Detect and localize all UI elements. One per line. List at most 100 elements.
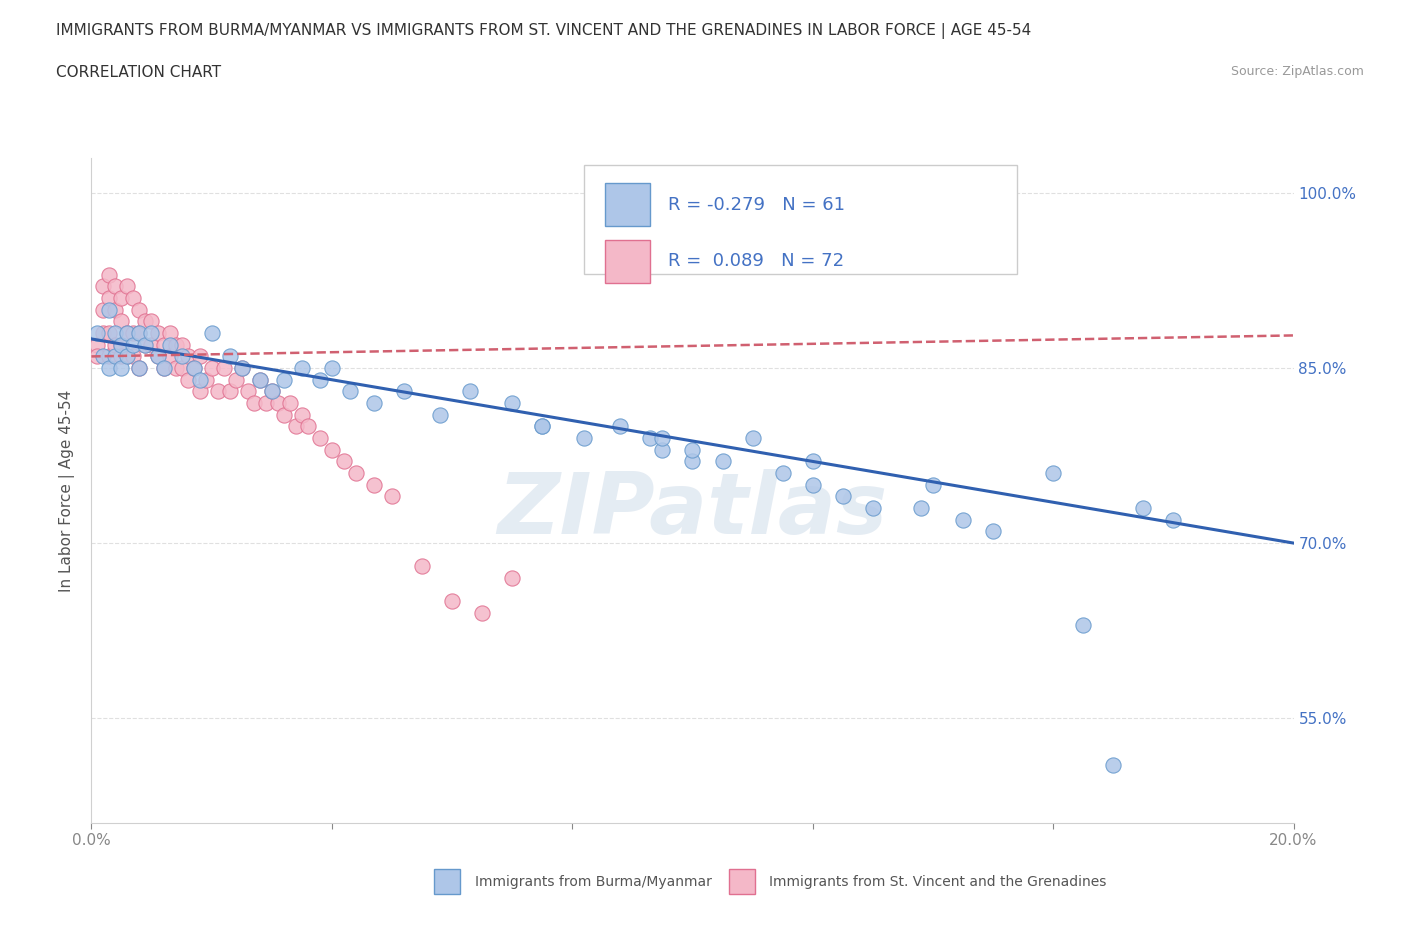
Point (152, 361, 174, 376)
Point (201, 326, 224, 340)
Point (291, 361, 314, 376)
Point (188, 372, 211, 387)
Point (117, 349, 139, 364)
Point (110, 338, 132, 352)
Point (681, 454, 703, 469)
Point (308, 372, 330, 387)
Point (501, 395, 523, 410)
Point (93, 349, 115, 364)
Point (201, 361, 224, 376)
Point (141, 326, 163, 340)
FancyBboxPatch shape (728, 869, 755, 895)
Point (291, 407, 314, 422)
Point (188, 384, 211, 399)
Point (141, 338, 163, 352)
Point (152, 338, 174, 352)
FancyBboxPatch shape (434, 869, 460, 895)
Point (110, 291, 132, 306)
Point (194, 372, 217, 387)
Point (231, 361, 253, 376)
Point (104, 338, 127, 352)
Point (176, 372, 198, 387)
FancyBboxPatch shape (605, 240, 651, 283)
Text: R =  0.089   N = 72: R = 0.089 N = 72 (668, 252, 845, 271)
Point (297, 419, 319, 434)
Point (952, 512, 974, 527)
Point (741, 431, 763, 445)
Text: Source: ZipAtlas.com: Source: ZipAtlas.com (1230, 65, 1364, 78)
FancyBboxPatch shape (605, 183, 651, 226)
Point (231, 361, 253, 376)
Point (363, 395, 385, 410)
Point (609, 419, 631, 434)
Point (146, 326, 169, 340)
Point (392, 384, 415, 399)
Point (146, 349, 169, 364)
Point (344, 466, 367, 481)
Y-axis label: In Labor Force | Age 45-54: In Labor Force | Age 45-54 (59, 390, 76, 591)
Point (278, 395, 301, 410)
Point (117, 349, 139, 364)
Point (249, 372, 271, 387)
Point (1102, 757, 1125, 772)
Point (104, 349, 127, 364)
Point (165, 338, 187, 352)
Point (531, 419, 554, 434)
Point (801, 477, 824, 492)
Point (176, 349, 198, 364)
Point (170, 361, 193, 376)
Point (411, 559, 433, 574)
Point (165, 361, 187, 376)
Point (284, 419, 307, 434)
Point (333, 454, 356, 469)
Point (122, 291, 145, 306)
Point (141, 314, 163, 329)
Point (146, 349, 169, 364)
Point (1071, 618, 1094, 632)
Point (981, 524, 1004, 538)
Point (471, 605, 494, 620)
Point (260, 384, 283, 399)
Point (429, 407, 451, 422)
Point (110, 338, 132, 352)
Point (152, 361, 174, 376)
Point (134, 338, 156, 352)
Point (651, 443, 673, 458)
Point (212, 361, 235, 376)
Point (86, 338, 108, 352)
Point (98, 361, 121, 376)
Point (218, 384, 240, 399)
Point (110, 314, 132, 329)
Point (910, 500, 932, 515)
Point (134, 314, 156, 329)
Point (122, 349, 145, 364)
Point (117, 279, 139, 294)
Point (207, 384, 229, 399)
Point (501, 571, 523, 586)
Text: IMMIGRANTS FROM BURMA/MYANMAR VS IMMIGRANTS FROM ST. VINCENT AND THE GRENADINES : IMMIGRANTS FROM BURMA/MYANMAR VS IMMIGRA… (56, 23, 1032, 39)
Point (117, 326, 139, 340)
Point (98, 349, 121, 364)
Point (831, 489, 853, 504)
Point (321, 443, 343, 458)
Point (117, 326, 139, 340)
Point (86, 326, 108, 340)
Point (134, 338, 156, 352)
Point (1161, 512, 1184, 527)
Point (242, 395, 264, 410)
Point (339, 384, 361, 399)
Text: CORRELATION CHART: CORRELATION CHART (56, 65, 221, 80)
Text: Immigrants from Burma/Myanmar: Immigrants from Burma/Myanmar (475, 874, 711, 888)
Point (260, 384, 283, 399)
Point (801, 454, 824, 469)
Point (86, 349, 108, 364)
Point (93, 302, 115, 317)
Point (308, 431, 330, 445)
Point (183, 361, 205, 376)
Point (218, 349, 240, 364)
Point (110, 349, 132, 364)
Point (183, 361, 205, 376)
Point (104, 326, 127, 340)
Point (640, 431, 662, 445)
Point (681, 443, 703, 458)
